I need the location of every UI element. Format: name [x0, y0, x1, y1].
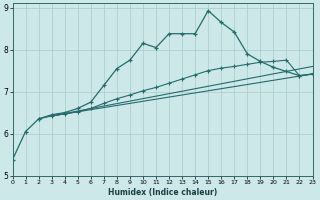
X-axis label: Humidex (Indice chaleur): Humidex (Indice chaleur): [108, 188, 217, 197]
